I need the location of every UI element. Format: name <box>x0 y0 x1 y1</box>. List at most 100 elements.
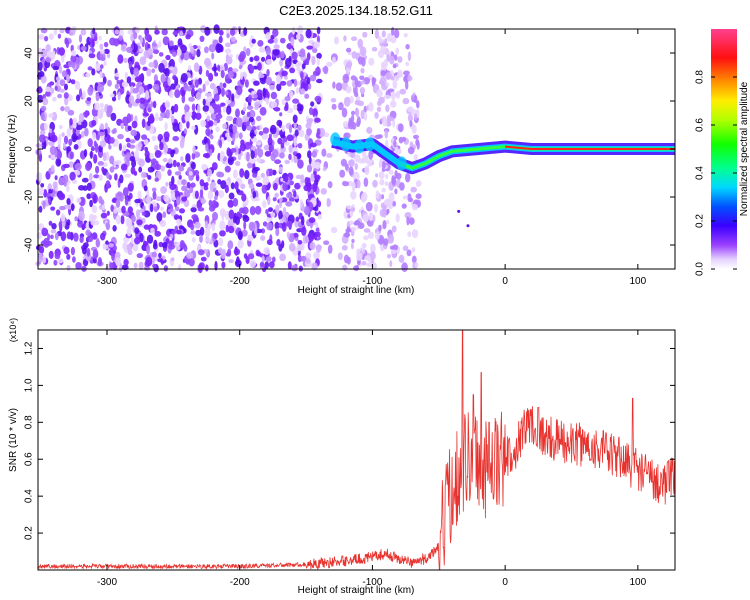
spectrogram-noise-cell <box>215 113 223 120</box>
spectrogram-noise-cell <box>176 179 183 186</box>
spectrogram-noise-cell <box>195 174 200 182</box>
spectrogram-noise-cell <box>184 189 191 198</box>
spectrogram-noise-cell <box>265 76 273 86</box>
spectrogram-noise-cell <box>64 83 68 91</box>
spectrogram-noise-cell <box>238 64 243 70</box>
spectrogram-noise-cell <box>190 45 195 54</box>
spectrogram-noise-cell <box>136 209 140 219</box>
colorbar-ticks: 0.0 0.2 0.4 0.6 0.8 <box>695 70 737 276</box>
spectrogram-noise-cell <box>111 252 115 261</box>
spectrogram-noise-cell <box>308 156 312 165</box>
spectrogram-noise-cell <box>327 244 333 254</box>
spectrogram-noise-cell <box>141 211 146 216</box>
spectrogram-noise-cell <box>138 74 143 82</box>
spectrogram-noise-cell <box>386 32 393 42</box>
spectrogram-noise-cell <box>291 26 296 35</box>
spectrogram-noise-cell <box>176 218 182 225</box>
x-tick-label: -300 <box>97 276 117 287</box>
spectrogram-noise-cell <box>242 214 248 220</box>
spectrogram-noise-cell <box>389 100 397 108</box>
spectrogram-noise-cell <box>135 27 141 34</box>
spectrogram-noise-cell <box>119 174 124 184</box>
spectrogram-noise-cell <box>99 49 105 55</box>
spectrogram-noise-cell <box>359 75 365 81</box>
spectrogram-noise-cell <box>266 222 273 231</box>
spectrogram-noise-cell <box>354 163 358 170</box>
stray-point <box>457 209 461 213</box>
spectrogram-noise-cell <box>40 112 45 121</box>
spectrogram-noise-cell <box>316 52 322 60</box>
spectrogram-noise-cell <box>363 111 368 121</box>
spectrogram-noise-cell <box>126 46 133 54</box>
spectrogram-noise-cell <box>275 204 280 214</box>
spectrogram-noise-cell <box>313 41 320 49</box>
spectrogram-noise-cell <box>167 158 173 164</box>
spectrogram-noise-cell <box>97 83 104 93</box>
spectrogram-noise-cell <box>397 69 403 78</box>
spectrogram-noise-cell <box>109 155 115 165</box>
spectrogram-noise-cell <box>38 86 42 93</box>
spectrogram-noise-cell <box>264 150 272 157</box>
spectrogram-noise-cell <box>98 174 103 181</box>
spectrogram-noise-cell <box>92 249 99 259</box>
spectrogram-noise-cell <box>368 231 374 239</box>
spectrogram-noise-cell <box>284 96 291 102</box>
spectrogram-noise-cell <box>250 150 255 160</box>
spectrogram-noise-cell <box>326 61 333 67</box>
spectrogram-noise-cell <box>115 214 121 225</box>
spectrogram-noise-cell <box>52 96 57 102</box>
spectrogram-noise-cell <box>126 142 131 148</box>
spectrogram-noise-cell <box>50 206 56 211</box>
spectrogram-noise-cell <box>383 198 391 207</box>
snr-y-ticks: 0.2 0.4 0.6 0.8 1.0 1.2 <box>24 341 675 540</box>
spectrogram-noise-cell <box>50 234 54 239</box>
spectrogram-noise-cell <box>53 28 58 36</box>
spectrogram-noise-cell <box>214 260 218 271</box>
spectrogram-noise-cell <box>308 217 316 224</box>
spectrogram-y-axis-label: Frequency (Hz) <box>7 115 18 184</box>
spectrogram-noise-cell <box>54 253 61 260</box>
spectrogram-noise-cell <box>180 73 188 83</box>
spectrogram-noise-cell <box>80 46 87 51</box>
spectrogram-noise-cell <box>205 143 209 152</box>
spectrogram-noise-cell <box>293 137 298 147</box>
spectrogram-noise-cell <box>258 74 265 78</box>
spectrogram-noise-cell <box>188 52 193 60</box>
spectrogram-noise-cell <box>114 83 119 90</box>
y-tick-label: 0 <box>24 146 35 152</box>
spectrogram-noise-cell <box>342 121 349 128</box>
snr-y-axis-label: SNR (10 * v/v) <box>8 408 19 472</box>
spectrogram-noise-cell <box>155 112 159 121</box>
snr-x-ticks: -300 -200 -100 0 100 <box>97 330 647 588</box>
spectrogram-noise-cell <box>232 215 237 224</box>
spectrogram-noise-cell <box>48 141 55 146</box>
spectrogram-noise-cell <box>157 258 164 263</box>
spectrogram-noise-cell <box>306 56 310 66</box>
spectrogram-noise-cell <box>66 265 71 271</box>
spectrogram-noise-cell <box>272 133 279 138</box>
spectrogram-noise-cell <box>190 161 196 170</box>
snr-panel: -300 -200 -100 0 100 0.2 0.4 0.6 0.8 1.0 1.2 Heig… <box>8 318 676 596</box>
spectrogram-noise-cell <box>244 79 249 88</box>
spectrogram-noise-cell <box>154 150 162 158</box>
spectrogram-noise-cell <box>55 76 61 81</box>
spectrogram-noise-cell <box>218 237 224 247</box>
spectrogram-noise-cell <box>91 38 95 48</box>
spectrogram-noise-cell <box>120 163 128 171</box>
spectrogram-noise-cell <box>54 232 59 241</box>
spectrogram-noise-cell <box>349 210 354 218</box>
spectrogram-noise-cell <box>364 165 370 176</box>
x-tick-label: 100 <box>629 276 646 287</box>
spectrogram-noise-cell <box>399 182 405 191</box>
x-tick-label: 0 <box>502 276 508 287</box>
spectrogram-noise-cell <box>258 46 266 53</box>
spectrogram-noise-cell <box>103 60 107 66</box>
spectrogram-noise-cell <box>218 35 223 44</box>
spectrogram-noise-cell <box>255 249 260 257</box>
spectrogram-noise-cell <box>297 143 303 149</box>
spectrogram-noise-cell <box>284 75 288 80</box>
spectrogram-noise-cell <box>164 67 170 77</box>
spectrogram-noise-cell <box>99 102 104 108</box>
spectrogram-noise-cell <box>78 34 83 43</box>
spectrogram-noise-cell <box>405 61 410 67</box>
